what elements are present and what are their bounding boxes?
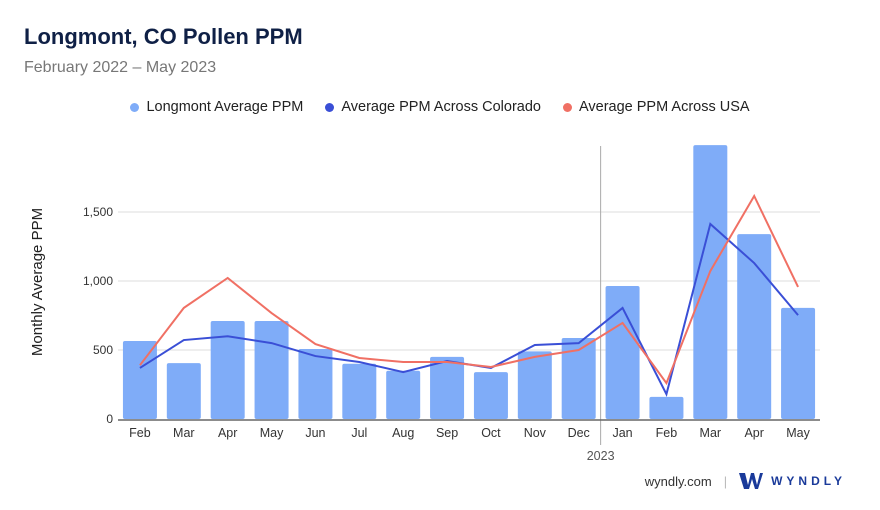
legend-item-usa[interactable]: Average PPM Across USA	[562, 99, 750, 115]
legend-label: Average PPM Across Colorado	[341, 99, 541, 115]
legend-item-colorado[interactable]: Average PPM Across Colorado	[325, 99, 541, 115]
bar	[737, 234, 772, 419]
x-tick-label: Sep	[436, 426, 458, 440]
bar	[605, 285, 640, 419]
bar	[166, 363, 201, 419]
x-tick-label: Mar	[700, 426, 722, 440]
wyndly-logo: WYNDLY	[739, 472, 846, 490]
x-tick-label: Nov	[524, 426, 547, 440]
bar	[342, 363, 377, 419]
brand-name: WYNDLY	[771, 474, 846, 488]
legend-label: Average PPM Across USA	[578, 99, 750, 115]
x-tick-label: Mar	[173, 426, 195, 440]
footer: wyndly.com | WYNDLY	[645, 472, 846, 490]
chart-subtitle: February 2022 – May 2023	[24, 59, 217, 76]
x-tick-label: Jun	[305, 426, 325, 440]
x-tick-label: Jan	[612, 426, 632, 440]
x-tick-label: Apr	[218, 426, 237, 440]
x-tick-label: May	[260, 426, 284, 440]
x-tick-label: Oct	[481, 426, 501, 440]
wyndly-w-icon	[739, 473, 764, 489]
bar	[561, 337, 596, 419]
legend-swatch	[130, 102, 140, 112]
x-tick-label: Feb	[656, 426, 678, 440]
legend-label: Longmont Average PPM	[146, 99, 304, 115]
chart-title: Longmont, CO Pollen PPM	[24, 24, 303, 49]
x-tick-label: Jul	[351, 426, 367, 440]
x-tick-label: Aug	[392, 426, 414, 440]
y-tick-label: 1,000	[83, 274, 113, 288]
bar	[473, 372, 508, 419]
bar	[298, 349, 333, 419]
divider: |	[723, 473, 728, 489]
bar	[649, 396, 684, 419]
bar	[254, 321, 289, 419]
legend-swatch	[325, 102, 335, 112]
x-tick-label: Apr	[744, 426, 763, 440]
bar	[386, 370, 421, 419]
y-tick-label: 0	[106, 412, 113, 426]
x-tick-label: May	[786, 426, 810, 440]
x-tick-label: Feb	[129, 426, 151, 440]
bar	[430, 356, 465, 419]
y-tick-label: 500	[93, 343, 113, 357]
bar	[693, 145, 728, 419]
bar	[517, 351, 552, 419]
bar	[781, 307, 816, 419]
y-tick-label: 1,500	[83, 205, 113, 219]
x-tick-label: Dec	[568, 426, 590, 440]
bar	[122, 341, 157, 419]
bar	[210, 321, 245, 419]
legend: Longmont Average PPM Average PPM Across …	[0, 99, 880, 115]
site-link[interactable]: wyndly.com	[644, 473, 712, 489]
legend-swatch	[562, 102, 572, 112]
line-series-usa	[139, 193, 799, 386]
y-axis-label: Monthly Average PPM	[29, 208, 46, 356]
legend-item-longmont[interactable]: Longmont Average PPM	[130, 99, 303, 115]
year-label: 2023	[587, 449, 615, 463]
